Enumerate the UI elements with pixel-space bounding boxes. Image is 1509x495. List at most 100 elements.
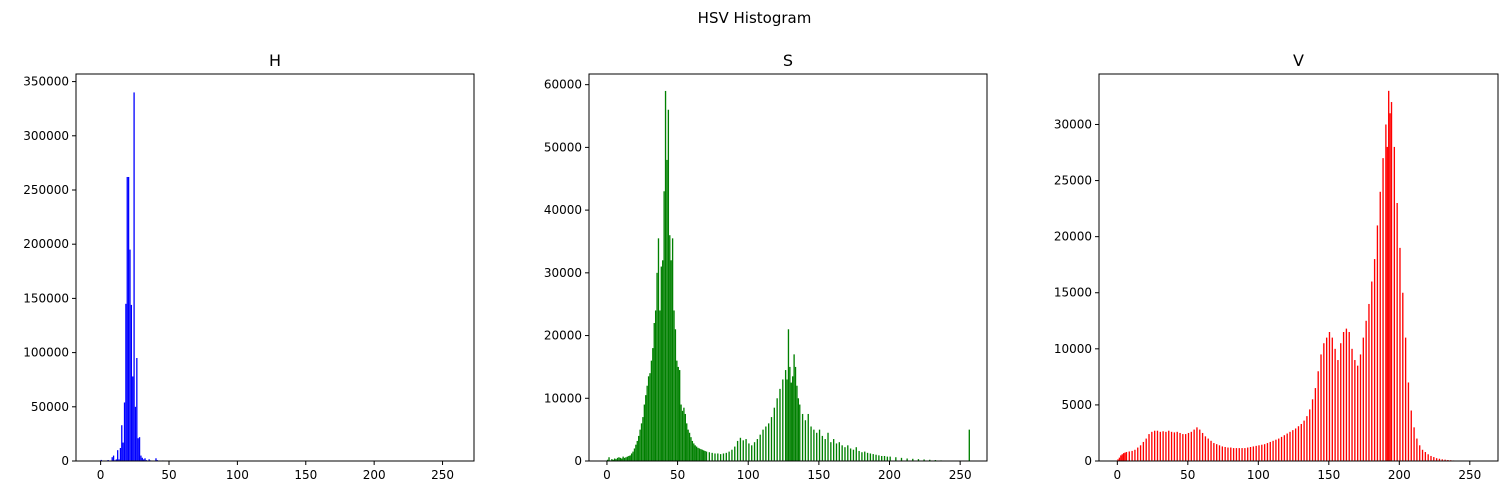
histogram-bar — [1247, 447, 1249, 461]
y-tick-label: 15000 — [1054, 286, 1092, 300]
histogram-bar — [762, 429, 764, 461]
histogram-bar — [1337, 360, 1339, 461]
histogram-bar — [1185, 434, 1187, 461]
histogram-bar — [1207, 438, 1209, 461]
histogram-bar — [1122, 453, 1125, 461]
histogram-bar — [807, 413, 809, 461]
histogram-bar — [1354, 360, 1356, 461]
x-tick-label: 250 — [1458, 468, 1481, 482]
histogram-bar — [1386, 146, 1388, 461]
histogram-bar — [1230, 447, 1232, 461]
figure-suptitle: HSV Histogram — [698, 9, 812, 27]
histogram-bar — [1396, 203, 1398, 461]
histogram-bar — [134, 406, 137, 461]
y-tick-label: 350000 — [23, 75, 69, 89]
histogram-bar — [773, 407, 775, 461]
histogram-bar — [1303, 420, 1305, 461]
histogram-bar — [714, 453, 716, 461]
histogram-bar — [1128, 451, 1130, 461]
histogram-bar — [1435, 458, 1438, 461]
histogram-bar — [797, 398, 800, 461]
histogram-bar — [1224, 446, 1226, 461]
subplot-v-frame — [1098, 73, 1499, 462]
histogram-bar — [1306, 416, 1308, 461]
histogram-bar — [765, 426, 767, 461]
histogram-bar — [1389, 113, 1391, 461]
histogram-bar — [799, 404, 801, 461]
histogram-bar — [674, 329, 677, 461]
histogram-bar — [1187, 432, 1190, 461]
subplot-h-xaxis: 0 50 100 150 200 250 — [97, 461, 454, 482]
histogram-bar — [1382, 158, 1384, 461]
histogram-bar — [1388, 90, 1390, 461]
x-tick-label: 200 — [363, 468, 386, 482]
histogram-bar — [1292, 430, 1294, 461]
histogram-bar — [1357, 365, 1359, 461]
histogram-bar — [653, 323, 655, 461]
histogram-bar — [118, 459, 120, 461]
histogram-bar — [1438, 458, 1441, 461]
histogram-bar — [1371, 281, 1373, 461]
histogram-bar — [1258, 445, 1260, 461]
histogram-bar — [140, 455, 142, 461]
histogram-bar — [1314, 388, 1317, 461]
histogram-bar — [796, 385, 798, 461]
histogram-bar — [1124, 452, 1126, 461]
x-tick-label: 0 — [603, 468, 611, 482]
histogram-bar — [731, 449, 733, 461]
subplot-h-bars — [100, 92, 451, 462]
x-tick-label: 50 — [1180, 468, 1195, 482]
histogram-bar — [759, 434, 761, 461]
histogram-bar — [1447, 459, 1449, 461]
histogram-bar — [794, 366, 797, 461]
histogram-bar — [787, 329, 790, 461]
histogram-bar — [1323, 343, 1325, 461]
histogram-bar — [1263, 444, 1266, 461]
histogram-bar — [1145, 438, 1147, 461]
histogram-bar — [1193, 429, 1195, 461]
histogram-bar — [804, 420, 807, 461]
histogram-bar — [1328, 332, 1331, 461]
histogram-bar — [1413, 427, 1415, 461]
y-tick-label: 20000 — [1054, 230, 1092, 244]
histogram-bar — [1213, 443, 1215, 461]
histogram-bar — [705, 451, 708, 461]
histogram-bar — [835, 443, 838, 461]
histogram-bar — [1210, 440, 1212, 461]
histogram-bar — [1238, 448, 1240, 461]
histogram-bar — [1117, 459, 1119, 461]
histogram-bar — [701, 449, 703, 461]
histogram-bar — [869, 453, 872, 461]
histogram-bar — [608, 457, 610, 461]
histogram-bar — [115, 459, 117, 461]
histogram-bar — [684, 413, 686, 461]
histogram-bar — [1249, 446, 1252, 461]
histogram-bar — [1261, 444, 1263, 461]
histogram-bar — [155, 458, 157, 461]
histogram-bar — [838, 442, 840, 461]
histogram-bar — [687, 429, 689, 461]
histogram-bar — [786, 379, 788, 461]
histogram-bar — [623, 457, 626, 461]
histogram-bar — [632, 451, 634, 461]
y-tick-label: 0 — [1084, 454, 1092, 468]
histogram-bar — [1201, 432, 1204, 461]
subplot-h-title: H — [269, 51, 281, 70]
histogram-bar — [790, 382, 792, 461]
histogram-bar — [1390, 102, 1393, 461]
histogram-bar — [734, 446, 736, 461]
histogram-bar — [844, 447, 846, 461]
x-tick-label: 250 — [431, 468, 454, 482]
subplot-v-title: V — [1293, 51, 1304, 70]
histogram-bar — [1416, 438, 1418, 461]
histogram-bar — [875, 454, 877, 461]
histogram-bar — [1241, 448, 1243, 461]
histogram-bar — [923, 459, 925, 461]
histogram-bar — [1410, 410, 1412, 461]
histogram-bar — [1289, 431, 1291, 461]
histogram-bar — [686, 423, 688, 461]
histogram-bar — [1320, 354, 1322, 461]
histogram-bar — [611, 459, 613, 461]
subplot-s-title: S — [783, 51, 793, 70]
